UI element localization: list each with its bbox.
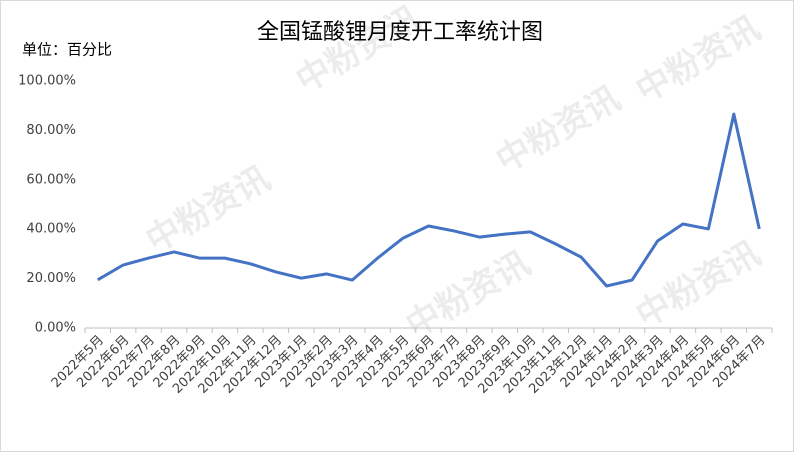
chart-title: 全国锰酸锂月度开工率统计图 [257,20,543,45]
data-line [96,112,761,288]
y-tick-label: 60.00% [26,172,76,187]
y-tick-label: 40.00% [26,222,76,237]
y-tick-label: 100.00% [18,74,76,89]
y-tick-label: 20.00% [26,271,76,286]
y-tick-label: 0.00% [35,321,76,336]
unit-label: 单位：百分比 [22,41,112,59]
y-tick-label: 80.00% [26,123,76,138]
